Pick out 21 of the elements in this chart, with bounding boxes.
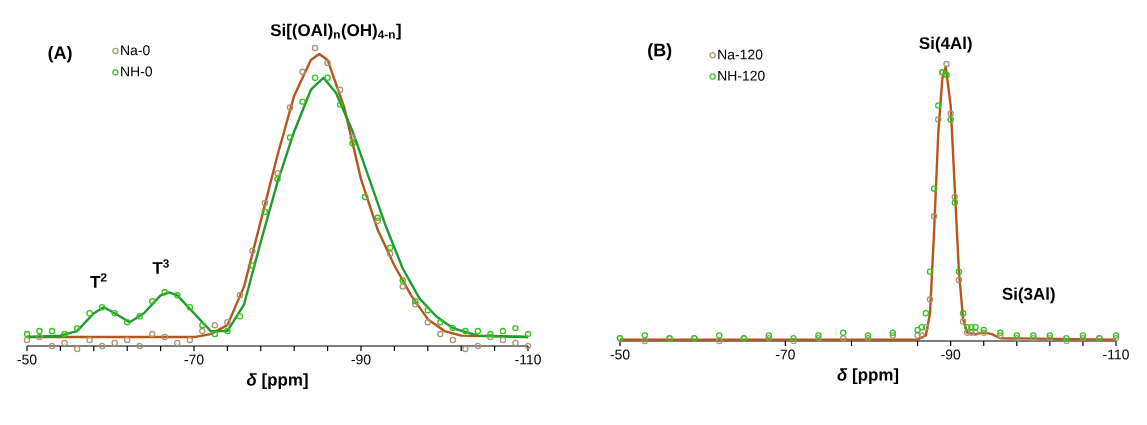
x-tick-label: -90 [941, 349, 961, 360]
legend-label: NH-120 [718, 70, 765, 81]
x-axis-title: δ [ppm] [837, 368, 899, 385]
x-tick-label: -70 [184, 354, 204, 365]
x-tick-label: -110 [515, 354, 541, 365]
x-tick-label: -110 [1103, 349, 1129, 360]
x-tick-label: -50 [610, 349, 630, 360]
annotation: T$^{3}$ [152, 259, 169, 274]
chart-title: (A) [48, 45, 72, 63]
x-tick-label: -70 [775, 349, 795, 360]
legend-label: NH-0 [121, 66, 153, 77]
x-axis-title: δ [ppm] [246, 373, 308, 390]
chart-title: (B) [648, 43, 672, 60]
annotation: Si(3Al) [1002, 287, 1055, 304]
legend-label: Na-0 [121, 45, 150, 56]
annotation: Si[(OAl)$_{n}$(OH)$_{4-n}$] [270, 23, 401, 40]
annotation: T$^{2}$ [90, 273, 107, 288]
legend-label: Na-120 [718, 49, 763, 60]
annotation: Si(4Al) [919, 36, 972, 53]
x-tick-label: -50 [17, 354, 37, 365]
x-tick-label: -90 [351, 354, 371, 365]
